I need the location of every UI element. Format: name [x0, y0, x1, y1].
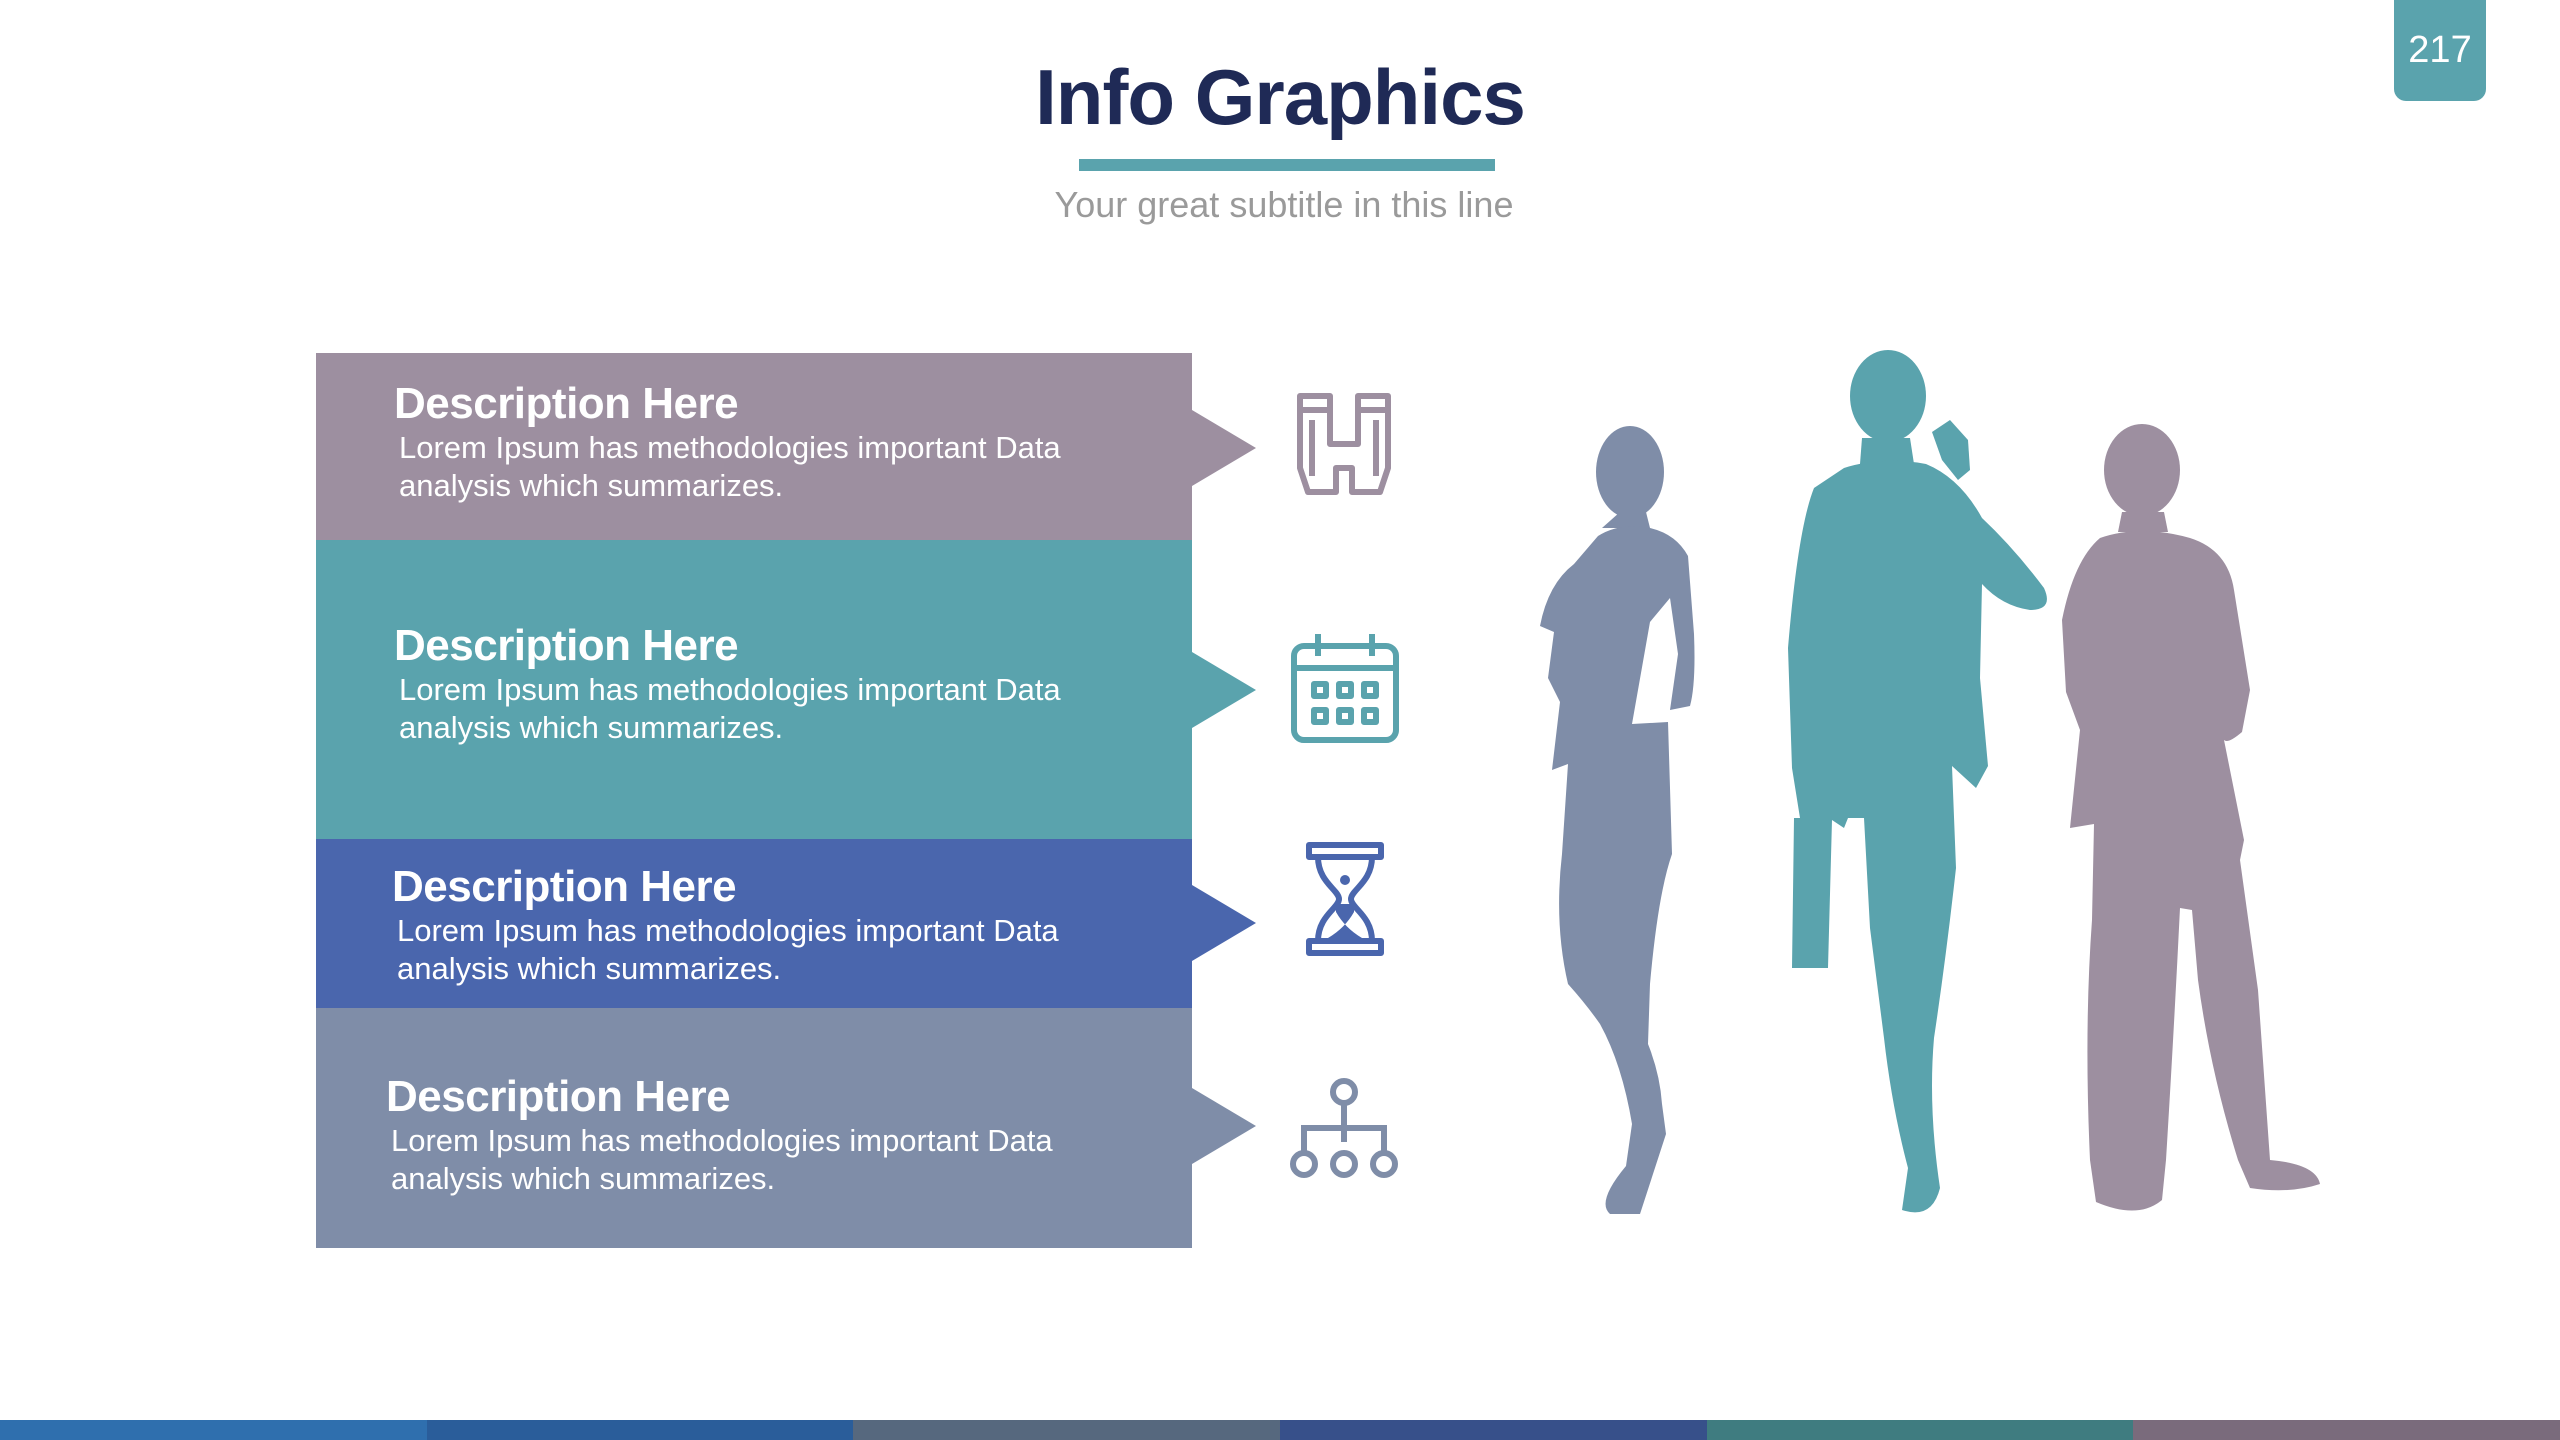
footer-bar-segment [1707, 1420, 2133, 1440]
slide-subtitle: Your great subtitle in this line [1054, 184, 1514, 225]
footer-bar-segment [2133, 1420, 2560, 1440]
description-band-2: Description Here Lorem Ipsum has methodo… [316, 540, 1256, 839]
band-arrow [1192, 1088, 1256, 1164]
description-band-1: Description Here Lorem Ipsum has methodo… [316, 353, 1256, 540]
page-number: 217 [2408, 29, 2472, 71]
footer-bar-segment [0, 1420, 427, 1440]
title-underline [1079, 159, 1495, 171]
band-body: Lorem Ipsum has methodologies important … [399, 430, 1061, 503]
band-body: Lorem Ipsum has methodologies important … [391, 1123, 1053, 1196]
footer-bar-segment [853, 1420, 1280, 1440]
band-heading: Description Here [386, 1072, 731, 1121]
businessman-silhouette-icon [2062, 424, 2320, 1211]
band-heading: Description Here [394, 379, 739, 428]
footer-bar-segment [1280, 1420, 1707, 1440]
footer-bar-segment [427, 1420, 853, 1440]
band-body: Lorem Ipsum has methodologies important … [399, 672, 1061, 745]
calendar-icon [1291, 634, 1399, 743]
binoculars-icon [1297, 393, 1391, 495]
band-arrow [1192, 410, 1256, 486]
description-band-3: Description Here Lorem Ipsum has methodo… [316, 839, 1256, 1008]
band-body: Lorem Ipsum has methodologies important … [397, 913, 1059, 986]
band-heading: Description Here [394, 621, 739, 670]
description-band-4: Description Here Lorem Ipsum has methodo… [316, 1008, 1256, 1248]
band-heading: Description Here [392, 862, 737, 911]
slide-title: Info Graphics [1035, 53, 1526, 141]
band-arrow [1192, 652, 1256, 728]
band-arrow [1192, 885, 1256, 961]
businesswoman-silhouette-icon [1540, 426, 1695, 1214]
hourglass-icon [1306, 842, 1384, 956]
page-number-badge: 217 [2394, 0, 2486, 101]
businessman-phone-silhouette-icon [1788, 350, 2047, 1213]
hierarchy-icon [1290, 1078, 1398, 1178]
